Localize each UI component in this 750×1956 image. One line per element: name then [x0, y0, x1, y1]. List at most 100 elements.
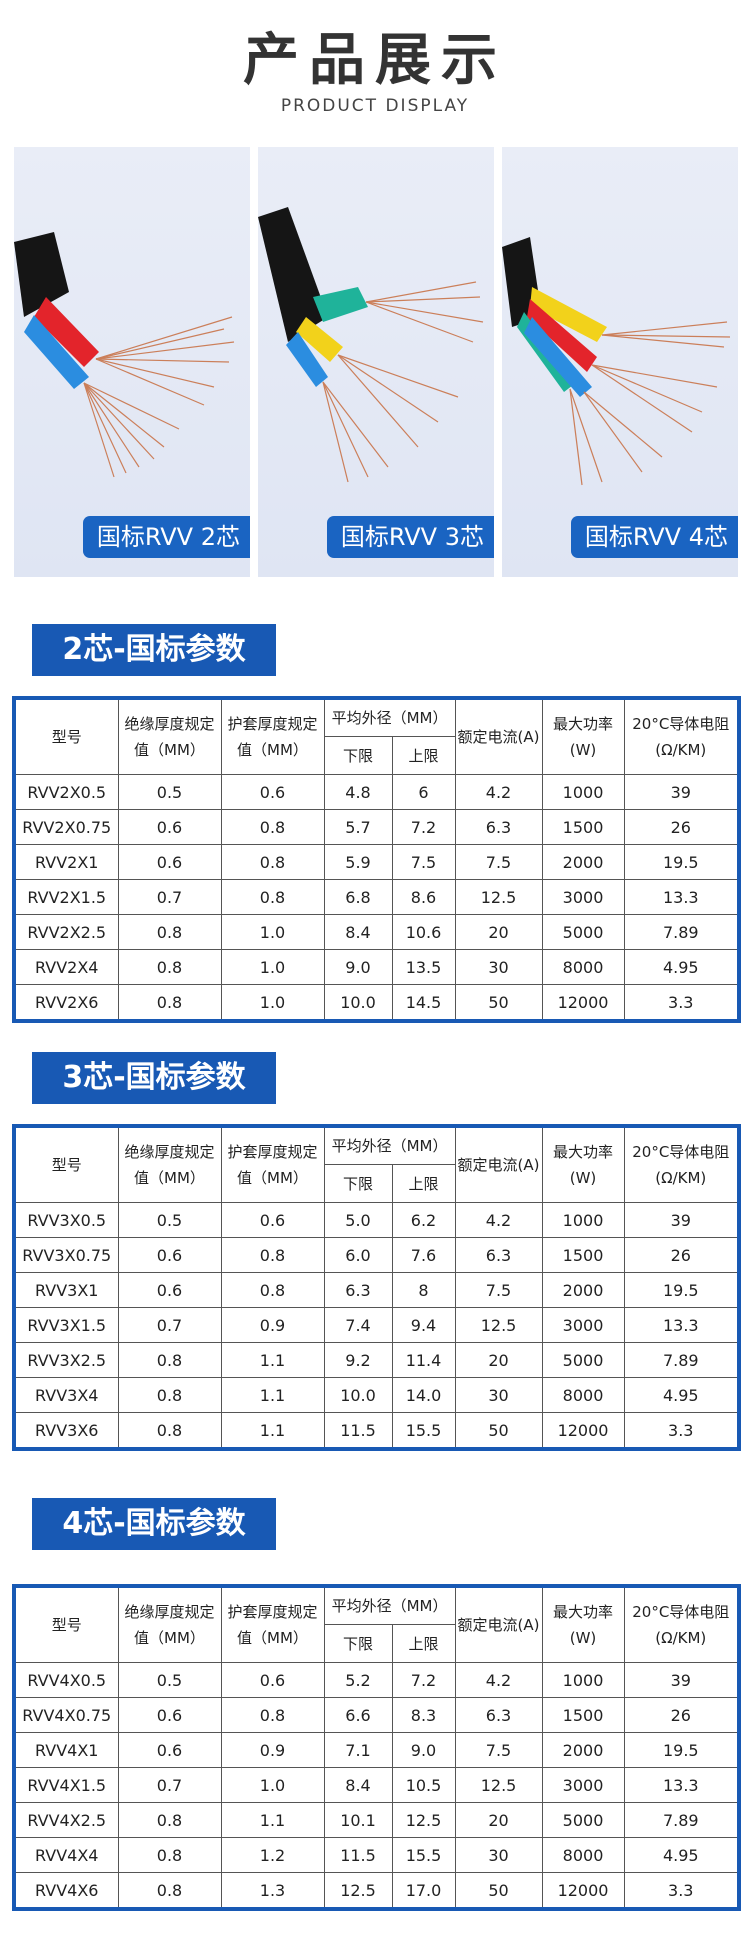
table-cell: 20: [454, 914, 543, 950]
cell-model: RVV4X0.5: [13, 1662, 119, 1698]
table-cell: 6.8: [323, 879, 393, 915]
table-cell: 10.1: [323, 1802, 393, 1838]
cell-model: RVV4X1.5: [13, 1767, 119, 1803]
table-cell: 12.5: [454, 1307, 543, 1343]
table-row: RVV2X0.75 0.6 0.8 5.7 7.2 6.3 1500 26: [13, 809, 740, 845]
col-diameter: 平均外径（MM）: [323, 697, 456, 737]
table-cell: 8: [391, 1272, 456, 1308]
table-cell: 30: [454, 1837, 543, 1873]
table-cell: 12000: [541, 1412, 625, 1450]
table-cell: 6.6: [323, 1697, 393, 1733]
table-cell: 7.6: [391, 1237, 456, 1273]
table-row: RVV2X2.5 0.8 1.0 8.4 10.6 20 5000 7.89: [13, 914, 740, 950]
table-cell: 0.6: [117, 1732, 222, 1768]
table-cell: 1500: [541, 1697, 625, 1733]
table-cell: 1.0: [220, 949, 325, 985]
table-cell: 1.1: [220, 1342, 325, 1378]
table-cell: 7.2: [391, 809, 456, 845]
table-cell: 26: [623, 1237, 740, 1273]
table-cell: 9.4: [391, 1307, 456, 1343]
table-cell: 20: [454, 1802, 543, 1838]
col-insulation: 绝缘厚度规定值（MM）: [117, 1125, 222, 1203]
table-cell: 4.95: [623, 949, 740, 985]
spec-table-3-core: 型号 绝缘厚度规定值（MM） 护套厚度规定值（MM） 平均外径（MM） 额定电流…: [12, 1124, 742, 1451]
table-row: RVV4X0.5 0.5 0.6 5.2 7.2 4.2 1000 39: [13, 1662, 740, 1698]
table-cell: 3000: [541, 1767, 625, 1803]
table-cell: 0.5: [117, 1202, 222, 1238]
col-power: 最大功率(W): [541, 1125, 625, 1203]
table-cell: 0.9: [220, 1307, 325, 1343]
table-cell: 1500: [541, 1237, 625, 1273]
table-cell: 11.5: [323, 1412, 393, 1450]
table-cell: 12.5: [391, 1802, 456, 1838]
cell-model: RVV2X2.5: [13, 914, 119, 950]
cable-4-core-image: [502, 237, 731, 486]
col-lower: 下限: [323, 736, 393, 775]
spec-table-4-core: 型号 绝缘厚度规定值（MM） 护套厚度规定值（MM） 平均外径（MM） 额定电流…: [12, 1584, 742, 1911]
table-cell: 3.3: [623, 984, 740, 1022]
table-cell: 7.5: [454, 1272, 543, 1308]
table-cell: 0.8: [117, 949, 222, 985]
table-cell: 1.0: [220, 1767, 325, 1803]
cell-model: RVV2X6: [13, 984, 119, 1022]
cell-model: RVV2X0.5: [13, 774, 119, 810]
table-cell: 8.6: [391, 879, 456, 915]
table-cell: 4.2: [454, 1202, 543, 1238]
table-cell: 1.1: [220, 1377, 325, 1413]
table-cell: 8.4: [323, 914, 393, 950]
table-cell: 5.9: [323, 844, 393, 880]
table-cell: 1000: [541, 1202, 625, 1238]
table-cell: 0.6: [220, 774, 325, 810]
table-cell: 8.4: [323, 1767, 393, 1803]
cell-model: RVV2X4: [13, 949, 119, 985]
table-row: RVV3X4 0.8 1.1 10.0 14.0 30 8000 4.95: [13, 1377, 740, 1413]
table-cell: 1.0: [220, 984, 325, 1022]
table-cell: 0.6: [220, 1202, 325, 1238]
table-cell: 7.4: [323, 1307, 393, 1343]
table-cell: 0.7: [117, 1767, 222, 1803]
table-cell: 0.8: [220, 1697, 325, 1733]
table-cell: 0.8: [117, 1802, 222, 1838]
table-cell: 7.5: [391, 844, 456, 880]
table-cell: 4.8: [323, 774, 393, 810]
table-cell: 10.0: [323, 1377, 393, 1413]
table-cell: 1.3: [220, 1872, 325, 1910]
table-cell: 0.6: [117, 844, 222, 880]
cell-model: RVV3X2.5: [13, 1342, 119, 1378]
table-cell: 7.1: [323, 1732, 393, 1768]
table-cell: 0.6: [117, 809, 222, 845]
table-cell: 6.3: [454, 809, 543, 845]
col-upper: 上限: [391, 736, 456, 775]
col-insulation: 绝缘厚度规定值（MM）: [117, 697, 222, 775]
table-cell: 0.8: [117, 1342, 222, 1378]
col-sheath: 护套厚度规定值（MM）: [220, 1125, 325, 1203]
table-cell: 6.3: [454, 1237, 543, 1273]
table-cell: 10.5: [391, 1767, 456, 1803]
table-cell: 50: [454, 1872, 543, 1910]
col-upper: 上限: [391, 1164, 456, 1203]
cell-model: RVV3X0.5: [13, 1202, 119, 1238]
table-cell: 5000: [541, 914, 625, 950]
spec-table-2-core: 型号 绝缘厚度规定值（MM） 护套厚度规定值（MM） 平均外径（MM） 额定电流…: [12, 696, 742, 1023]
table-row: RVV3X1 0.6 0.8 6.3 8 7.5 2000 19.5: [13, 1272, 740, 1308]
table-cell: 15.5: [391, 1837, 456, 1873]
photo-label: 国标RVV 4芯: [570, 516, 738, 558]
table-cell: 7.89: [623, 1342, 740, 1378]
cell-model: RVV4X2.5: [13, 1802, 119, 1838]
product-photo-4-core: 国标RVV 4芯: [502, 147, 738, 577]
table-row: RVV3X2.5 0.8 1.1 9.2 11.4 20 5000 7.89: [13, 1342, 740, 1378]
table-cell: 8000: [541, 1837, 625, 1873]
section-title-2-core: 2芯-国标参数: [32, 624, 276, 676]
table-row: RVV3X1.5 0.7 0.9 7.4 9.4 12.5 3000 13.3: [13, 1307, 740, 1343]
table-cell: 12.5: [454, 1767, 543, 1803]
table-row: RVV4X6 0.8 1.3 12.5 17.0 50 12000 3.3: [13, 1872, 740, 1910]
page-title: 产品展示: [243, 28, 507, 93]
table-cell: 9.2: [323, 1342, 393, 1378]
table-row: RVV3X0.75 0.6 0.8 6.0 7.6 6.3 1500 26: [13, 1237, 740, 1273]
table-row: RVV2X4 0.8 1.0 9.0 13.5 30 8000 4.95: [13, 949, 740, 985]
table-row: RVV4X4 0.8 1.2 11.5 15.5 30 8000 4.95: [13, 1837, 740, 1873]
col-lower: 下限: [323, 1164, 393, 1203]
table-cell: 0.8: [117, 914, 222, 950]
table-cell: 1.1: [220, 1802, 325, 1838]
table-cell: 10.6: [391, 914, 456, 950]
